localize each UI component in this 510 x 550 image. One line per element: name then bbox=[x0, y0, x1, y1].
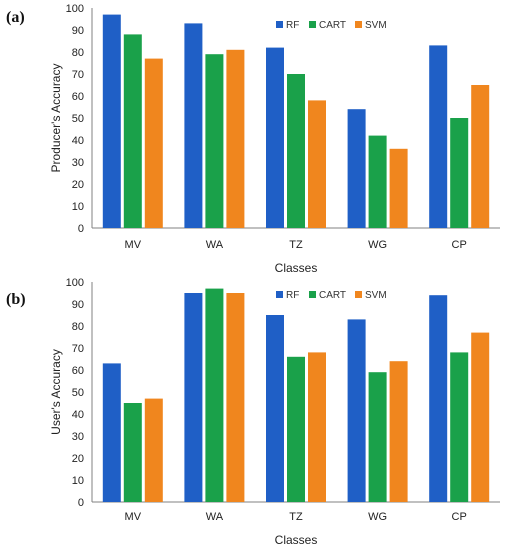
y-tick-label: 60 bbox=[72, 91, 84, 103]
bar-rf-wa bbox=[184, 293, 203, 502]
bar-rf-wg bbox=[347, 109, 366, 228]
y-tick-label: 100 bbox=[66, 3, 84, 15]
bar-svm-tz bbox=[308, 100, 326, 228]
y-tick-label: 50 bbox=[72, 113, 84, 125]
legend-label-cart: CART bbox=[319, 290, 346, 301]
legend-label-svm: SVM bbox=[365, 290, 387, 301]
bar-cart-tz bbox=[287, 356, 305, 502]
legend-label-cart: CART bbox=[319, 20, 346, 31]
y-tick-label: 20 bbox=[72, 179, 84, 191]
legend-swatch-cart bbox=[309, 291, 316, 298]
y-tick-label: 10 bbox=[72, 475, 84, 487]
y-tick-label: 40 bbox=[72, 409, 84, 421]
legend-label-rf: RF bbox=[286, 20, 299, 31]
y-tick-label: 30 bbox=[72, 157, 84, 169]
bar-svm-wa bbox=[226, 49, 245, 228]
legend-label-rf: RF bbox=[286, 290, 299, 301]
y-tick-label: 30 bbox=[72, 431, 84, 443]
bar-svm-wg bbox=[389, 148, 408, 228]
bar-svm-wg bbox=[389, 361, 408, 502]
bar-rf-cp bbox=[429, 295, 448, 502]
panel-label: (a) bbox=[6, 9, 25, 26]
bar-cart-cp bbox=[450, 118, 469, 228]
y-tick-label: 10 bbox=[72, 201, 84, 213]
x-tick-label: WA bbox=[206, 239, 224, 251]
bar-cart-wg bbox=[368, 135, 387, 228]
x-axis-title: Classes bbox=[275, 261, 318, 275]
x-tick-label: CP bbox=[452, 511, 467, 523]
y-tick-label: 70 bbox=[72, 69, 84, 81]
x-tick-label: MV bbox=[125, 511, 142, 523]
y-tick-label: 70 bbox=[72, 343, 84, 355]
legend-swatch-svm bbox=[355, 21, 362, 28]
bar-cart-cp bbox=[450, 352, 469, 502]
bar-svm-mv bbox=[144, 398, 163, 502]
chart-panel-b: (b) 0 10 20 30 40 50 60 70 80 90 100 MV WA TZ WG CP Class… bbox=[6, 277, 500, 547]
bar-rf-wg bbox=[347, 319, 366, 502]
legend-label-svm: SVM bbox=[365, 20, 387, 31]
y-tick-label: 0 bbox=[78, 497, 84, 509]
y-tick-label: 80 bbox=[72, 321, 84, 333]
bar-cart-mv bbox=[123, 34, 142, 229]
legend-swatch-rf bbox=[276, 291, 283, 298]
x-tick-label: WG bbox=[368, 511, 387, 523]
x-axis-title: Classes bbox=[275, 533, 318, 547]
bar-rf-mv bbox=[102, 14, 121, 228]
bar-svm-cp bbox=[471, 332, 490, 502]
x-tick-label: WG bbox=[368, 239, 387, 251]
bar-rf-tz bbox=[266, 47, 284, 228]
y-tick-label: 90 bbox=[72, 25, 84, 37]
x-tick-label: WA bbox=[206, 511, 224, 523]
bar-cart-wg bbox=[368, 372, 387, 502]
x-tick-label: CP bbox=[452, 239, 467, 251]
y-tick-label: 0 bbox=[78, 223, 84, 235]
bar-cart-wa bbox=[205, 54, 224, 229]
bar-rf-cp bbox=[429, 45, 448, 229]
y-tick-label: 40 bbox=[72, 135, 84, 147]
bar-cart-wa bbox=[205, 288, 224, 502]
x-tick-label: TZ bbox=[289, 239, 303, 251]
panel-label: (b) bbox=[6, 291, 26, 308]
y-tick-label: 50 bbox=[72, 387, 84, 399]
bar-cart-tz bbox=[287, 74, 305, 228]
x-tick-label: TZ bbox=[289, 511, 303, 523]
bar-svm-wa bbox=[226, 293, 245, 502]
bar-svm-tz bbox=[308, 352, 326, 502]
y-tick-label: 60 bbox=[72, 365, 84, 377]
bar-rf-wa bbox=[184, 23, 203, 229]
bar-rf-mv bbox=[102, 363, 121, 502]
legend-swatch-svm bbox=[355, 291, 362, 298]
bar-svm-cp bbox=[471, 85, 490, 228]
y-axis-title: User's Accuracy bbox=[49, 349, 63, 435]
bar-cart-mv bbox=[123, 403, 142, 502]
legend-swatch-rf bbox=[276, 21, 283, 28]
chart-panel-a: (a) 0 10 20 30 40 50 60 70 80 90 100 MV WA TZ WG CP Class… bbox=[6, 3, 500, 275]
legend-swatch-cart bbox=[309, 21, 316, 28]
y-tick-label: 100 bbox=[66, 277, 84, 289]
y-tick-label: 20 bbox=[72, 453, 84, 465]
x-tick-label: MV bbox=[125, 239, 142, 251]
y-axis-title: Producer's Accuracy bbox=[49, 63, 63, 172]
bar-rf-tz bbox=[266, 315, 284, 502]
y-tick-label: 90 bbox=[72, 299, 84, 311]
bar-svm-mv bbox=[144, 58, 163, 228]
y-tick-label: 80 bbox=[72, 47, 84, 59]
